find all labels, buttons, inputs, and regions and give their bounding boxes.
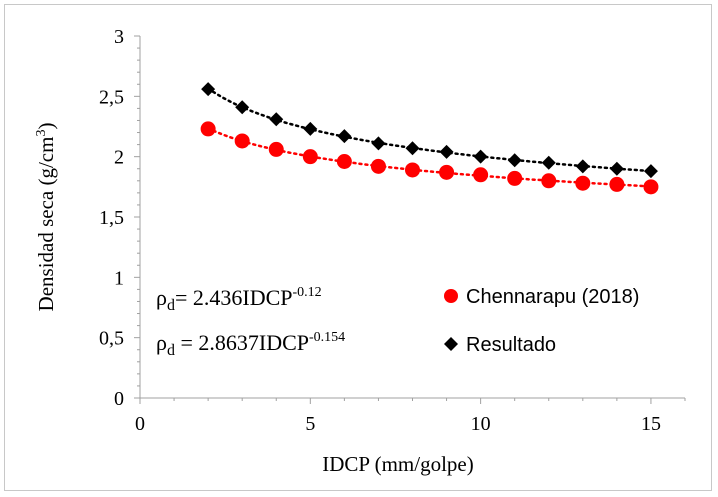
legend-marker-chennarapu <box>444 289 458 303</box>
point-resultado <box>439 144 454 159</box>
legend-label-chennarapu: Chennarapu (2018) <box>466 286 639 308</box>
point-resultado <box>575 159 590 174</box>
point-chennarapu <box>370 158 386 174</box>
point-chennarapu <box>643 179 659 195</box>
equation-chennarapu: ρd= 2.436IDCP-0.12 <box>156 285 322 314</box>
y-tick-label: 0,5 <box>99 328 124 350</box>
eq1-rho: ρ <box>156 285 167 310</box>
point-resultado <box>269 112 284 127</box>
point-resultado <box>405 141 420 156</box>
point-resultado <box>473 149 488 164</box>
eq1-body: = 2.436IDCP <box>175 285 293 310</box>
y-tick-label: 2,5 <box>99 86 124 108</box>
y-tick-label: 2 <box>114 147 124 169</box>
point-chennarapu <box>405 162 420 178</box>
point-chennarapu <box>541 173 557 189</box>
point-chennarapu <box>473 167 489 183</box>
y-axis-label: Densidad seca (g/cm3) <box>34 123 58 312</box>
plot-area <box>200 82 659 195</box>
x-axis-label: IDCP (mm/golpe) <box>322 452 473 476</box>
point-resultado <box>303 121 318 136</box>
y-axis-label-close: ) <box>34 123 58 130</box>
point-chennarapu <box>200 121 216 137</box>
legend-label-resultado: Resultado <box>466 334 556 356</box>
point-chennarapu <box>609 176 625 192</box>
legend: Chennarapu (2018) Resultado <box>444 286 639 356</box>
eq2-rho: ρ <box>156 330 167 355</box>
x-tick-label: 10 <box>471 413 491 435</box>
trendline-resultado <box>206 87 653 173</box>
y-tick-label: 1,5 <box>99 207 124 229</box>
point-resultado <box>201 82 216 97</box>
x-tick-label: 15 <box>641 413 661 435</box>
point-resultado <box>609 161 624 176</box>
y-tick-label: 1 <box>114 267 124 289</box>
y-tick-label: 0 <box>114 388 124 410</box>
y-axis-label-main: Densidad seca (g/cm <box>34 137 58 312</box>
axes: 0 0,5 1 1,5 2 2,5 3 0 5 10 15 <box>99 26 686 435</box>
point-chennarapu <box>234 133 250 149</box>
eq2-exp: -0.154 <box>309 330 345 345</box>
eq1-exp: -0.12 <box>293 285 322 300</box>
point-chennarapu <box>507 170 523 186</box>
eq1-sub: d <box>167 297 175 314</box>
eq2-sub: d <box>167 342 175 359</box>
eq2-body: = 2.8637IDCP <box>175 330 309 355</box>
point-resultado <box>541 155 556 170</box>
point-resultado <box>643 164 658 179</box>
point-chennarapu <box>439 164 455 180</box>
legend-marker-resultado <box>444 337 458 351</box>
equation-resultado: ρd = 2.8637IDCP-0.154 <box>156 330 345 359</box>
point-resultado <box>337 129 352 144</box>
point-chennarapu <box>336 153 352 169</box>
y-axis-label-sup: 3 <box>34 130 49 137</box>
point-chennarapu <box>268 141 284 157</box>
point-resultado <box>235 100 250 115</box>
y-tick-label: 3 <box>114 26 124 48</box>
point-chennarapu <box>575 175 591 191</box>
chart-frame <box>4 4 712 491</box>
x-tick-label: 0 <box>135 413 145 435</box>
point-resultado <box>371 136 386 151</box>
x-tick-label: 5 <box>305 413 315 435</box>
point-resultado <box>507 153 522 168</box>
point-chennarapu <box>302 149 318 165</box>
